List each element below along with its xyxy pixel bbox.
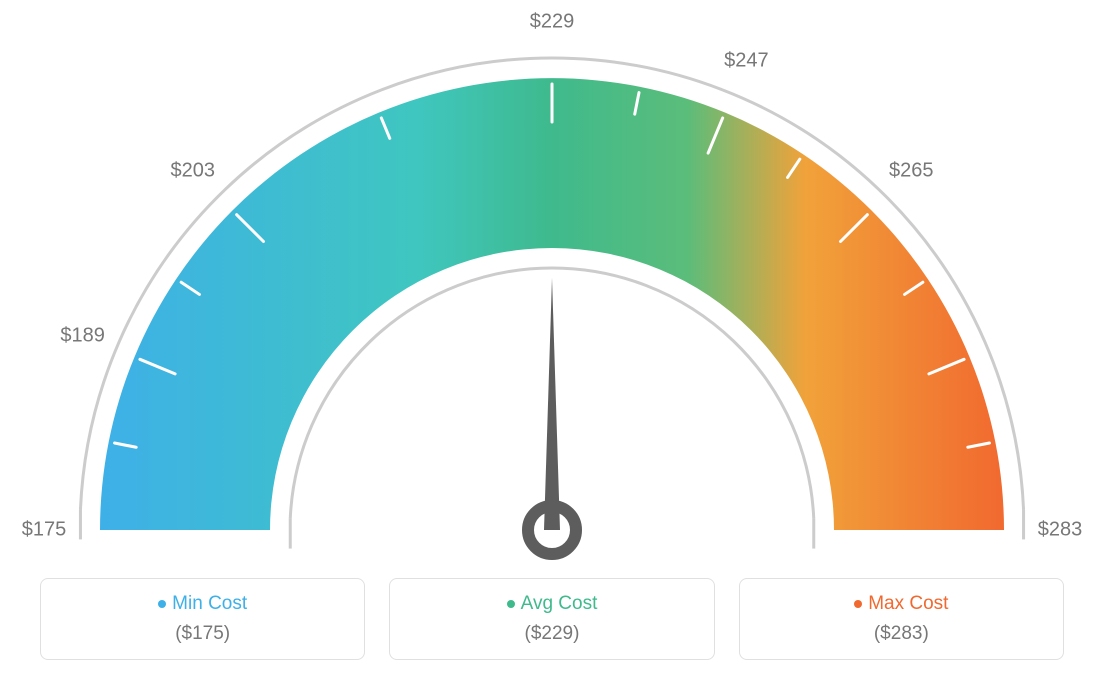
legend-row: Min Cost ($175) Avg Cost ($229) Max Cost…: [0, 578, 1104, 660]
legend-box-min: Min Cost ($175): [40, 578, 365, 660]
legend-title-avg: Avg Cost: [390, 593, 713, 615]
legend-label-min: Min Cost: [172, 593, 247, 614]
gauge-tick-label: $283: [1038, 519, 1083, 542]
gauge-tick-label: $265: [889, 159, 934, 182]
gauge-svg: [0, 0, 1104, 560]
legend-label-max: Max Cost: [868, 593, 948, 614]
gauge-needle: [544, 278, 560, 530]
legend-label-avg: Avg Cost: [521, 593, 598, 614]
legend-title-min: Min Cost: [41, 593, 364, 615]
legend-value-max: ($283): [740, 623, 1063, 645]
gauge-tick-label: $247: [724, 49, 769, 72]
legend-dot-min: [158, 600, 166, 608]
legend-value-min: ($175): [41, 623, 364, 645]
legend-dot-avg: [507, 600, 515, 608]
gauge-tick-label: $189: [60, 324, 105, 347]
legend-box-avg: Avg Cost ($229): [389, 578, 714, 660]
legend-dot-max: [854, 600, 862, 608]
gauge-tick-label: $203: [171, 159, 216, 182]
gauge-tick-label: $229: [530, 11, 575, 34]
legend-title-max: Max Cost: [740, 593, 1063, 615]
legend-box-max: Max Cost ($283): [739, 578, 1064, 660]
legend-value-avg: ($229): [390, 623, 713, 645]
gauge-area: $175 $189 $203 $229 $247 $265 $283: [0, 0, 1104, 560]
gauge-chart-container: $175 $189 $203 $229 $247 $265 $283 Min Cost ($…: [0, 0, 1104, 690]
gauge-tick-label: $175: [22, 519, 67, 542]
